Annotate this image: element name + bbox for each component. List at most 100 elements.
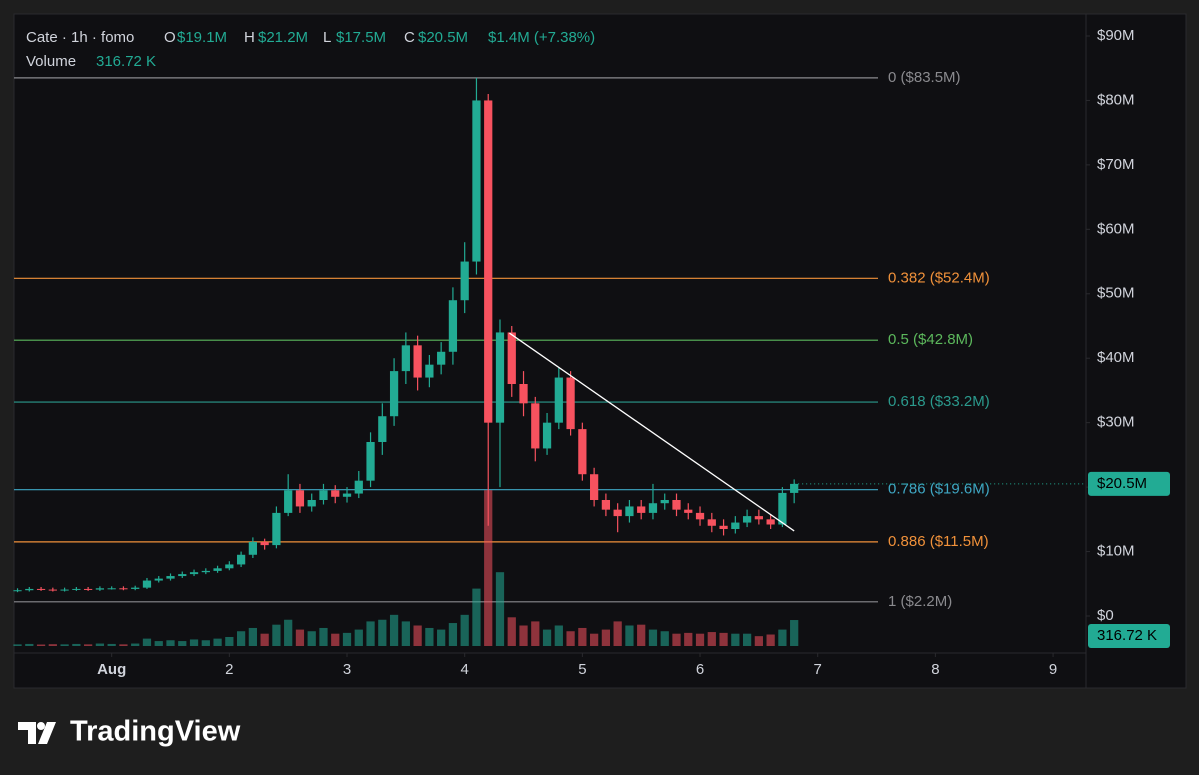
candle-body	[154, 578, 163, 581]
last-price-box	[1088, 471, 1170, 496]
candle-body	[601, 500, 611, 510]
volume-bar	[366, 621, 375, 646]
volume-bar	[342, 632, 352, 646]
volume-bar	[178, 641, 187, 646]
ohlc-value: $17.5M	[336, 29, 386, 46]
y-tick-label: $60M	[1097, 220, 1135, 237]
volume-bar	[154, 641, 163, 646]
volume-bar	[495, 572, 505, 646]
x-tick-label: 9	[1049, 661, 1057, 678]
logo-dot	[37, 722, 45, 730]
candle-body	[48, 589, 57, 591]
candle-body	[448, 300, 458, 352]
candle-body	[331, 490, 340, 497]
candle-body	[72, 588, 81, 590]
volume-key: Volume	[26, 53, 76, 70]
x-tick-label: 4	[461, 661, 469, 678]
volume-bar	[778, 629, 787, 646]
fib-label: 0.618 ($33.2M)	[888, 393, 990, 410]
volume-bar	[684, 632, 693, 646]
candle-body	[519, 384, 528, 404]
x-tick-label: Aug	[97, 661, 126, 678]
volume-bar	[707, 632, 716, 646]
x-tick-label: 6	[696, 661, 704, 678]
candle-body	[201, 570, 210, 573]
fib-label: 0.382 ($52.4M)	[888, 269, 990, 286]
fib-label: 0.786 ($19.6M)	[888, 481, 990, 498]
candle-body	[295, 490, 305, 507]
volume-bar	[248, 627, 257, 646]
candle-body	[719, 525, 728, 529]
volume-bar	[213, 638, 222, 646]
volume-bar	[131, 643, 140, 646]
y-tick-label: $80M	[1097, 91, 1135, 108]
x-tick-label: 8	[931, 661, 939, 678]
candle-body	[13, 590, 22, 592]
volume-bar	[637, 624, 646, 646]
candle-body	[790, 483, 799, 493]
volume-bar	[236, 631, 246, 646]
volume-bar	[484, 490, 493, 646]
candle-body	[366, 442, 375, 481]
chart-panel	[13, 13, 1187, 689]
candle-body	[484, 100, 493, 423]
volume-bar	[672, 633, 681, 646]
candle-body	[495, 332, 505, 423]
candle-body	[637, 506, 646, 513]
volume-bar	[660, 631, 669, 646]
candle-body	[778, 492, 787, 525]
candle-body	[401, 345, 410, 372]
candle-body	[754, 516, 763, 520]
candle-body	[542, 422, 552, 449]
volume-bar	[13, 644, 22, 646]
volume-bar	[742, 633, 752, 646]
fib-label: 0.5 ($42.8M)	[888, 331, 973, 348]
y-tick-label: $30M	[1097, 414, 1135, 431]
candle-body	[507, 332, 516, 384]
candle-body	[60, 589, 69, 591]
volume-bar	[389, 614, 399, 646]
volume-bar	[448, 623, 458, 646]
candle-body	[95, 588, 105, 590]
volume-bar	[107, 643, 116, 646]
symbol: Cate · 1h · fomo	[26, 29, 134, 46]
logo: TradingView	[18, 716, 241, 748]
candle-body	[625, 506, 634, 517]
volume-bar	[519, 625, 528, 646]
marks: $0$10M$20M$30M$40M$50M$60M$70M$80M$90MAu…	[13, 27, 1170, 678]
x-tick-label: 2	[225, 661, 233, 678]
volume-bar	[790, 620, 799, 646]
candle-body	[225, 564, 234, 569]
volume-bar	[60, 644, 69, 646]
y-tick-label: $70M	[1097, 156, 1135, 173]
candle-body	[166, 576, 175, 579]
candle-body	[107, 588, 116, 590]
volume-bar	[554, 625, 563, 646]
ohlc-key: L	[323, 29, 331, 46]
volume-bar	[354, 629, 363, 646]
volume-bar	[84, 644, 93, 646]
volume-bar	[531, 621, 540, 646]
volume-bar	[460, 614, 469, 646]
ohlc-value: $21.2M	[258, 29, 308, 46]
change: $1.4M (+7.38%)	[488, 29, 595, 46]
volume-bar	[201, 640, 210, 646]
candle-body	[178, 574, 187, 577]
candle-body	[707, 519, 716, 526]
volume-bar	[166, 640, 175, 646]
volume-bar	[601, 629, 611, 646]
ohlc-key: H	[244, 29, 255, 46]
candle-body	[648, 503, 658, 513]
candle-body	[766, 519, 775, 525]
candle-body	[307, 500, 316, 507]
volume-bar	[119, 644, 128, 646]
candle-body	[260, 541, 269, 546]
volume-box-label: 316.72 K	[1097, 627, 1157, 644]
volume-bar	[95, 643, 105, 646]
x-tick-label: 7	[814, 661, 822, 678]
volume-bar	[731, 633, 740, 646]
header: Cate · 1h · fomo O $19.1M H $21.2M L $17…	[26, 29, 595, 70]
candle-body	[84, 588, 93, 590]
candle-body	[554, 377, 563, 423]
